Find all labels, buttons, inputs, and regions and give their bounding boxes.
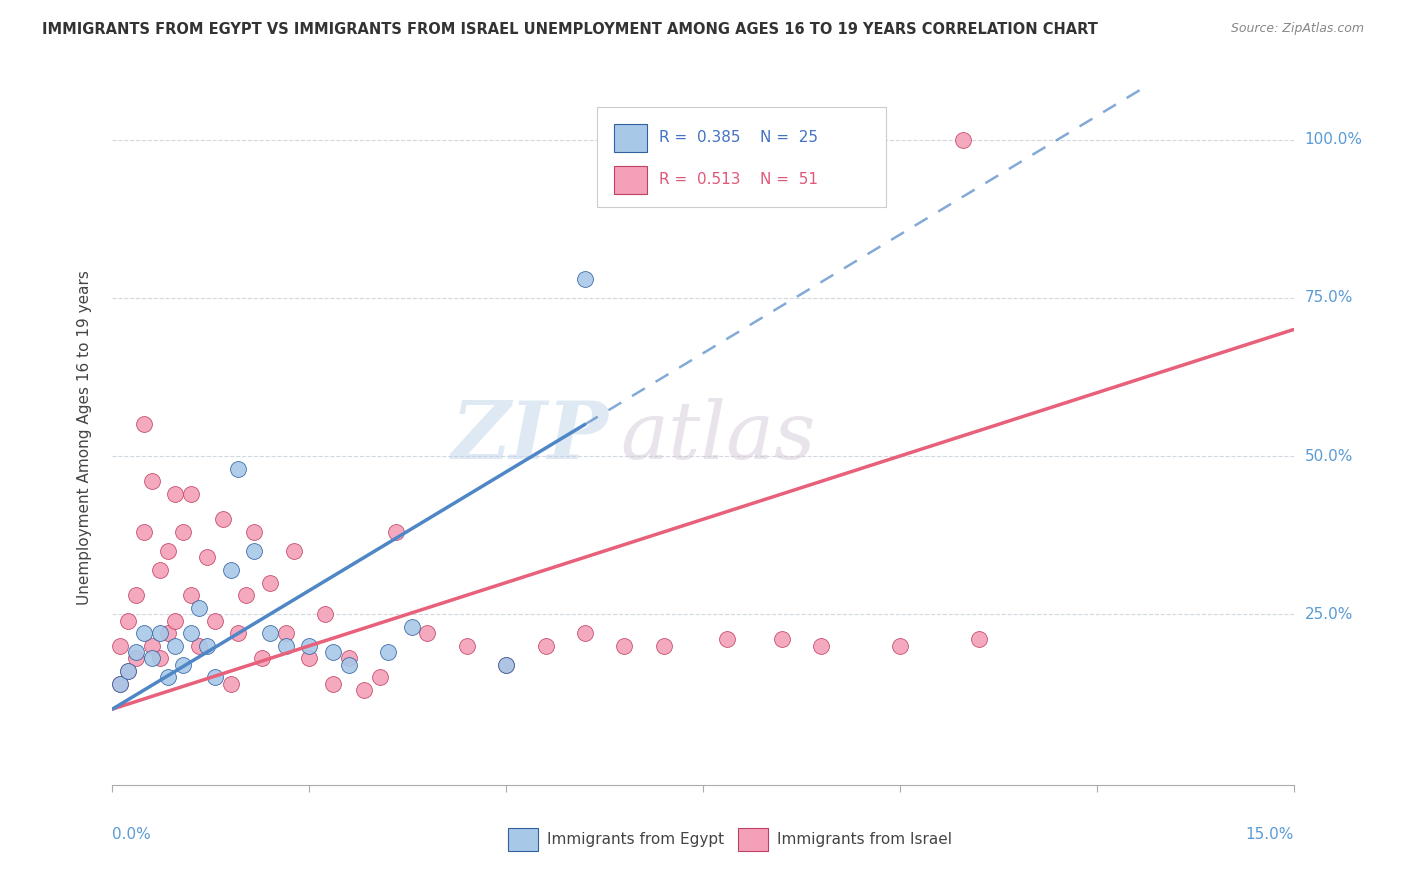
Y-axis label: Unemployment Among Ages 16 to 19 years: Unemployment Among Ages 16 to 19 years — [77, 269, 91, 605]
Text: 50.0%: 50.0% — [1305, 449, 1353, 464]
Point — [495, 657, 517, 672]
Point — [195, 550, 218, 565]
Point — [243, 544, 266, 558]
Point — [534, 639, 557, 653]
Text: 25.0%: 25.0% — [1305, 607, 1353, 622]
Point — [259, 626, 281, 640]
Point — [165, 487, 187, 501]
FancyBboxPatch shape — [614, 166, 648, 194]
Text: 100.0%: 100.0% — [1305, 132, 1362, 147]
Text: 75.0%: 75.0% — [1305, 291, 1353, 305]
Point — [228, 461, 250, 475]
Point — [117, 614, 139, 628]
Text: 0.0%: 0.0% — [112, 827, 152, 842]
Point — [385, 524, 408, 539]
Text: Immigrants from Israel: Immigrants from Israel — [778, 832, 952, 847]
Text: R =  0.385    N =  25: R = 0.385 N = 25 — [659, 130, 818, 145]
Point — [298, 651, 321, 665]
Point — [180, 626, 202, 640]
Point — [180, 487, 202, 501]
Point — [889, 639, 911, 653]
Point — [172, 524, 194, 539]
Point — [165, 639, 187, 653]
Text: ZIP: ZIP — [451, 399, 609, 475]
Point — [716, 632, 738, 647]
Point — [149, 626, 172, 640]
Point — [250, 651, 273, 665]
FancyBboxPatch shape — [596, 106, 886, 208]
Point — [132, 626, 155, 640]
Point — [110, 677, 132, 691]
Text: Immigrants from Egypt: Immigrants from Egypt — [547, 832, 724, 847]
Point — [613, 639, 636, 653]
Point — [283, 544, 305, 558]
Point — [172, 657, 194, 672]
Point — [156, 670, 179, 684]
Text: IMMIGRANTS FROM EGYPT VS IMMIGRANTS FROM ISRAEL UNEMPLOYMENT AMONG AGES 16 TO 19: IMMIGRANTS FROM EGYPT VS IMMIGRANTS FROM… — [42, 22, 1098, 37]
Point — [195, 639, 218, 653]
Point — [165, 614, 187, 628]
Point — [141, 475, 163, 489]
FancyBboxPatch shape — [738, 828, 768, 851]
Point — [416, 626, 439, 640]
FancyBboxPatch shape — [614, 124, 648, 152]
Point — [274, 639, 297, 653]
Point — [810, 639, 832, 653]
Point — [204, 670, 226, 684]
Point — [495, 657, 517, 672]
Point — [337, 657, 360, 672]
Point — [117, 664, 139, 678]
Point — [141, 639, 163, 653]
Point — [132, 417, 155, 432]
Point — [456, 639, 478, 653]
Point — [337, 651, 360, 665]
Point — [322, 677, 344, 691]
Point — [235, 588, 257, 602]
Point — [180, 588, 202, 602]
Text: Source: ZipAtlas.com: Source: ZipAtlas.com — [1230, 22, 1364, 36]
Point — [188, 600, 211, 615]
Point — [125, 645, 148, 659]
Point — [110, 677, 132, 691]
Point — [243, 524, 266, 539]
FancyBboxPatch shape — [508, 828, 537, 851]
Point — [156, 544, 179, 558]
Point — [125, 651, 148, 665]
Point — [353, 683, 375, 698]
Point — [770, 632, 793, 647]
Point — [149, 563, 172, 577]
Point — [314, 607, 336, 622]
Point — [219, 563, 242, 577]
Point — [274, 626, 297, 640]
Point — [188, 639, 211, 653]
Point — [298, 639, 321, 653]
Text: 15.0%: 15.0% — [1246, 827, 1294, 842]
Point — [574, 626, 596, 640]
Point — [322, 645, 344, 659]
Point — [132, 524, 155, 539]
Point — [117, 664, 139, 678]
Point — [141, 651, 163, 665]
Text: R =  0.513    N =  51: R = 0.513 N = 51 — [659, 172, 818, 187]
Point — [149, 651, 172, 665]
Point — [652, 639, 675, 653]
Point — [110, 639, 132, 653]
Point — [156, 626, 179, 640]
Point — [125, 588, 148, 602]
Point — [401, 620, 423, 634]
Point — [228, 626, 250, 640]
Point — [368, 670, 391, 684]
Point — [952, 133, 974, 147]
Point — [967, 632, 990, 647]
Point — [219, 677, 242, 691]
Point — [204, 614, 226, 628]
Point — [259, 575, 281, 590]
Point — [574, 272, 596, 286]
Text: atlas: atlas — [620, 399, 815, 475]
Point — [211, 512, 233, 526]
Point — [377, 645, 399, 659]
